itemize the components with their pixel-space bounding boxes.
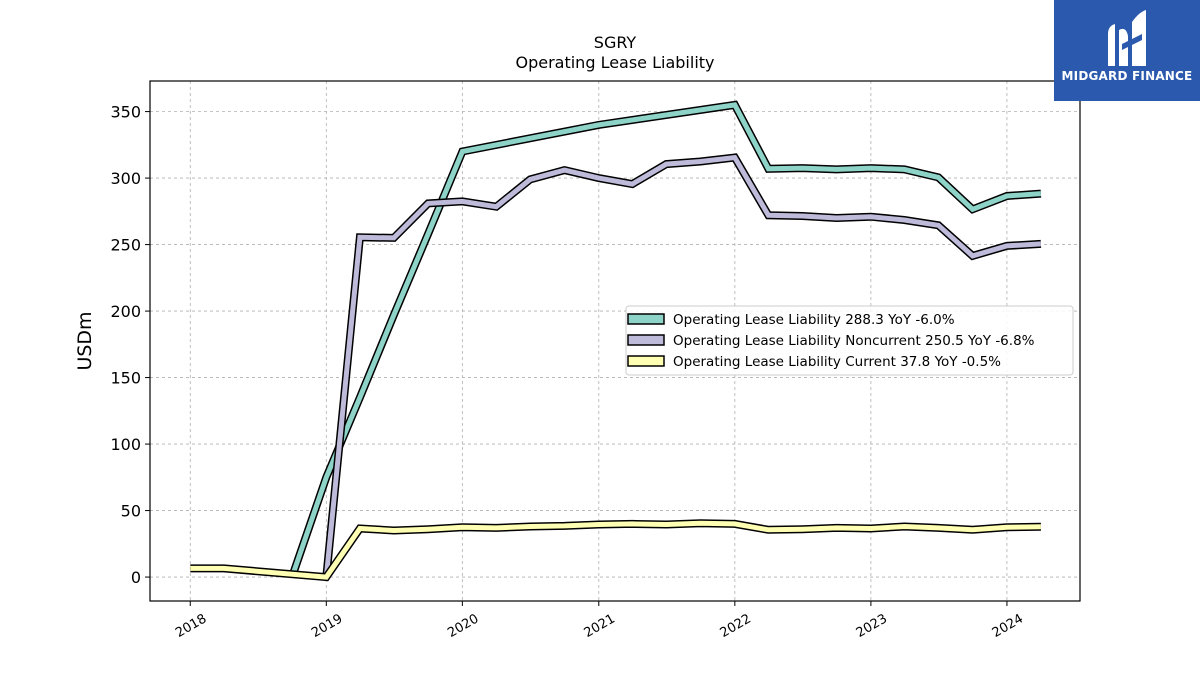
y-tick-label: 150 bbox=[110, 369, 141, 388]
legend-frame bbox=[625, 305, 1074, 376]
series-outline bbox=[190, 519, 1041, 582]
x-tick-label: 2019 bbox=[309, 611, 345, 641]
series-line-3 bbox=[190, 519, 1041, 582]
x-tick-label: 2024 bbox=[990, 611, 1026, 641]
chart-title: SGRY bbox=[594, 33, 637, 52]
brand-logo: MIDGARD FINANCE bbox=[1054, 0, 1200, 101]
x-tick-label: 2018 bbox=[173, 611, 209, 641]
x-tick-label: 2021 bbox=[582, 611, 618, 641]
legend-label: Operating Lease Liability Noncurrent 250… bbox=[673, 333, 1035, 349]
x-tick-label: 2020 bbox=[445, 611, 481, 641]
series-line bbox=[323, 154, 1042, 578]
legend-swatch bbox=[627, 313, 665, 325]
y-tick-label: 200 bbox=[110, 302, 141, 321]
y-tick-label: 350 bbox=[110, 103, 141, 122]
x-tick-label: 2023 bbox=[854, 611, 890, 641]
y-tick-label: 100 bbox=[110, 435, 141, 454]
legend-swatch bbox=[627, 334, 665, 346]
brand-name: MIDGARD FINANCE bbox=[1061, 69, 1193, 83]
series-line-2 bbox=[322, 153, 1042, 578]
midgard-m-logo-icon bbox=[1108, 10, 1146, 66]
legend-swatch bbox=[627, 355, 665, 367]
series-layer bbox=[190, 100, 1042, 582]
plot-area-frame bbox=[149, 80, 1081, 602]
x-tick-label: 2022 bbox=[718, 611, 754, 641]
legend: Operating Lease Liability 288.3 YoY -6.0… bbox=[625, 305, 1074, 376]
y-tick-label: 300 bbox=[110, 169, 141, 188]
y-tick-label: 250 bbox=[110, 236, 141, 255]
legend-label: Operating Lease Liability 288.3 YoY -6.0… bbox=[673, 312, 955, 328]
legend-item: Operating Lease Liability 288.3 YoY -6.0… bbox=[627, 312, 955, 328]
y-tick-label: 0 bbox=[131, 568, 141, 587]
chart-subtitle: Operating Lease Liability bbox=[515, 53, 714, 72]
series-line-1 bbox=[288, 100, 1042, 579]
y-axis-label: USDm bbox=[74, 311, 96, 370]
legend-item: Operating Lease Liability Noncurrent 250… bbox=[627, 333, 1035, 349]
series-line bbox=[289, 102, 1042, 578]
legend-label: Operating Lease Liability Current 37.8 Y… bbox=[673, 354, 1001, 370]
legend-item: Operating Lease Liability Current 37.8 Y… bbox=[627, 354, 1001, 370]
y-tick-label: 50 bbox=[121, 502, 141, 521]
series-line bbox=[190, 520, 1041, 580]
